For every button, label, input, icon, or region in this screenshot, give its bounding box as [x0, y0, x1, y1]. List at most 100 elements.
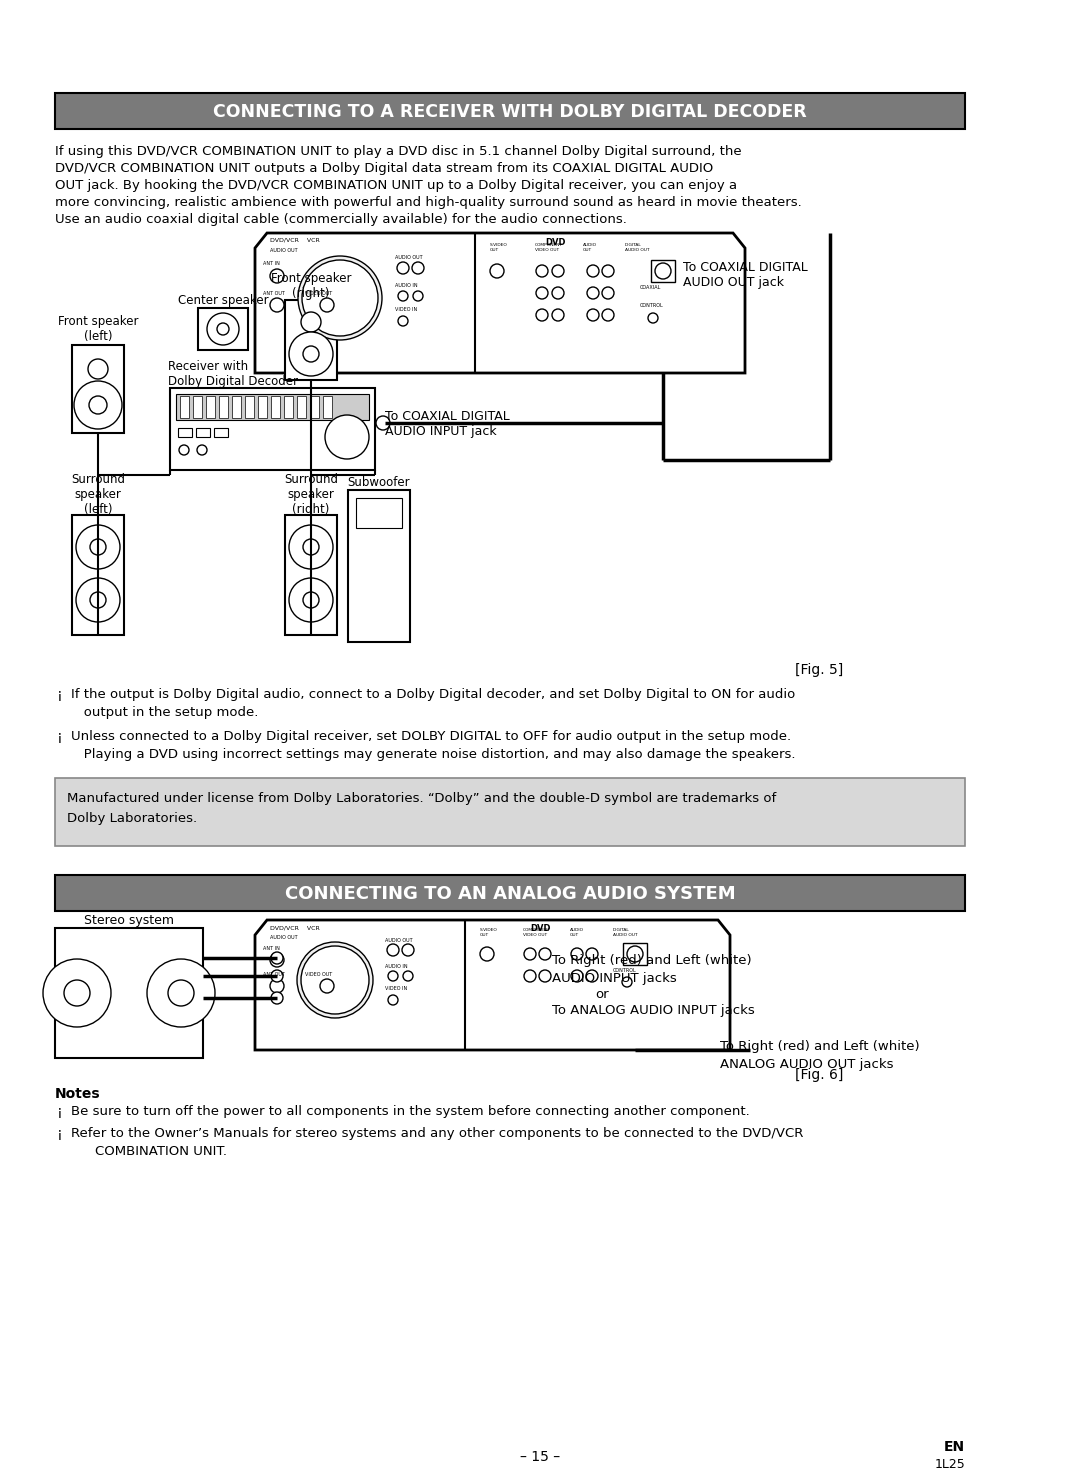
Bar — [297, 396, 306, 419]
Text: VIDEO IN: VIDEO IN — [395, 308, 417, 312]
Circle shape — [536, 265, 548, 277]
Bar — [651, 260, 675, 282]
Text: COMPONENT
VIDEO OUT: COMPONENT VIDEO OUT — [535, 243, 563, 251]
Text: DVD/VCR COMBINATION UNIT outputs a Dolby Digital data stream from its COAXIAL DI: DVD/VCR COMBINATION UNIT outputs a Dolby… — [55, 163, 713, 175]
Circle shape — [76, 578, 120, 623]
Bar — [245, 396, 254, 419]
Circle shape — [320, 297, 334, 312]
Circle shape — [399, 291, 408, 302]
Circle shape — [89, 396, 107, 414]
Text: To COAXIAL DIGITAL
AUDIO OUT jack: To COAXIAL DIGITAL AUDIO OUT jack — [683, 260, 808, 288]
Circle shape — [289, 578, 333, 623]
Circle shape — [197, 445, 207, 456]
Circle shape — [586, 948, 598, 960]
Text: Front speaker
(right): Front speaker (right) — [271, 272, 351, 300]
Text: Subwoofer: Subwoofer — [348, 476, 410, 490]
Text: EN: EN — [944, 1441, 966, 1454]
Circle shape — [271, 992, 283, 1004]
Text: AUDIO OUT: AUDIO OUT — [395, 254, 422, 260]
Text: Manufactured under license from Dolby Laboratories. “Dolby” and the double-D sym: Manufactured under license from Dolby La… — [67, 791, 777, 805]
Bar — [219, 396, 228, 419]
Text: Use an audio coaxial digital cable (commercially available) for the audio connec: Use an audio coaxial digital cable (comm… — [55, 213, 626, 226]
Circle shape — [303, 538, 319, 555]
Circle shape — [552, 265, 564, 277]
Text: AUDIO
OUT: AUDIO OUT — [583, 243, 597, 251]
Circle shape — [270, 979, 284, 992]
Circle shape — [571, 948, 583, 960]
Text: Receiver with
Dolby Digital Decoder: Receiver with Dolby Digital Decoder — [168, 359, 298, 387]
Circle shape — [303, 346, 319, 362]
Circle shape — [586, 970, 598, 982]
Text: or: or — [595, 988, 609, 1001]
Bar — [176, 393, 369, 420]
Text: To COAXIAL DIGITAL
AUDIO INPUT jack: To COAXIAL DIGITAL AUDIO INPUT jack — [384, 410, 510, 438]
Bar — [170, 387, 375, 470]
Bar — [323, 396, 332, 419]
Circle shape — [271, 970, 283, 982]
Bar — [55, 876, 966, 911]
Circle shape — [207, 314, 239, 345]
Text: If using this DVD/VCR COMBINATION UNIT to play a DVD disc in 5.1 channel Dolby D: If using this DVD/VCR COMBINATION UNIT t… — [55, 145, 742, 158]
Circle shape — [270, 269, 284, 282]
Text: COMPONENT
VIDEO OUT: COMPONENT VIDEO OUT — [523, 927, 551, 936]
Text: DVD: DVD — [530, 924, 551, 933]
Bar — [55, 93, 966, 129]
Circle shape — [397, 262, 409, 274]
Circle shape — [602, 309, 615, 321]
Text: VIDEO OUT: VIDEO OUT — [305, 972, 333, 978]
Text: ¡: ¡ — [57, 1127, 63, 1140]
Text: DVD: DVD — [545, 238, 566, 247]
Circle shape — [43, 958, 111, 1026]
Circle shape — [536, 287, 548, 299]
Circle shape — [413, 291, 423, 302]
Text: S-VIDEO
OUT: S-VIDEO OUT — [480, 927, 498, 936]
Polygon shape — [255, 234, 745, 373]
Text: [Fig. 5]: [Fig. 5] — [795, 663, 843, 677]
Text: AUDIO OUT: AUDIO OUT — [270, 248, 298, 253]
Text: ¡: ¡ — [57, 1105, 63, 1120]
Circle shape — [387, 944, 399, 955]
Text: VIDEO IN: VIDEO IN — [384, 986, 407, 991]
Text: S-VIDEO
OUT: S-VIDEO OUT — [490, 243, 508, 251]
Bar — [72, 515, 124, 634]
Text: CONTROL: CONTROL — [613, 967, 637, 973]
Text: COMBINATION UNIT.: COMBINATION UNIT. — [95, 1145, 227, 1158]
Text: Be sure to turn off the power to all components in the system before connecting : Be sure to turn off the power to all com… — [71, 1105, 750, 1118]
Circle shape — [217, 322, 229, 336]
Text: Surround
speaker
(left): Surround speaker (left) — [71, 473, 125, 516]
Bar — [271, 396, 280, 419]
Text: ANT IN: ANT IN — [264, 947, 280, 951]
Circle shape — [301, 312, 321, 331]
Circle shape — [298, 256, 382, 340]
Text: ANALOG AUDIO OUT jacks: ANALOG AUDIO OUT jacks — [720, 1057, 893, 1071]
Circle shape — [270, 952, 284, 967]
Circle shape — [179, 445, 189, 456]
Bar — [214, 427, 228, 436]
Text: Notes: Notes — [55, 1087, 100, 1100]
Circle shape — [403, 972, 413, 981]
Bar — [623, 944, 647, 964]
Text: Center speaker: Center speaker — [178, 294, 268, 308]
Circle shape — [524, 948, 536, 960]
Text: 1L25: 1L25 — [934, 1458, 966, 1472]
Circle shape — [76, 525, 120, 569]
Text: AUDIO OUT: AUDIO OUT — [270, 935, 298, 941]
Text: Refer to the Owner’s Manuals for stereo systems and any other components to be c: Refer to the Owner’s Manuals for stereo … — [71, 1127, 804, 1140]
Bar — [285, 300, 337, 380]
Circle shape — [654, 263, 671, 280]
Text: Front speaker
(left): Front speaker (left) — [57, 315, 138, 343]
Bar — [55, 927, 203, 1057]
Circle shape — [376, 416, 390, 430]
Text: Dolby Laboratories.: Dolby Laboratories. — [67, 812, 198, 825]
Text: CONTROL: CONTROL — [640, 303, 664, 308]
Circle shape — [571, 970, 583, 982]
Text: CONNECTING TO AN ANALOG AUDIO SYSTEM: CONNECTING TO AN ANALOG AUDIO SYSTEM — [285, 884, 735, 904]
Text: AUDIO
OUT: AUDIO OUT — [570, 927, 584, 936]
Circle shape — [622, 978, 632, 986]
Circle shape — [388, 995, 399, 1006]
Circle shape — [325, 416, 369, 458]
Circle shape — [524, 970, 536, 982]
Circle shape — [90, 592, 106, 608]
Text: ¡: ¡ — [57, 731, 63, 744]
Bar — [348, 490, 410, 642]
